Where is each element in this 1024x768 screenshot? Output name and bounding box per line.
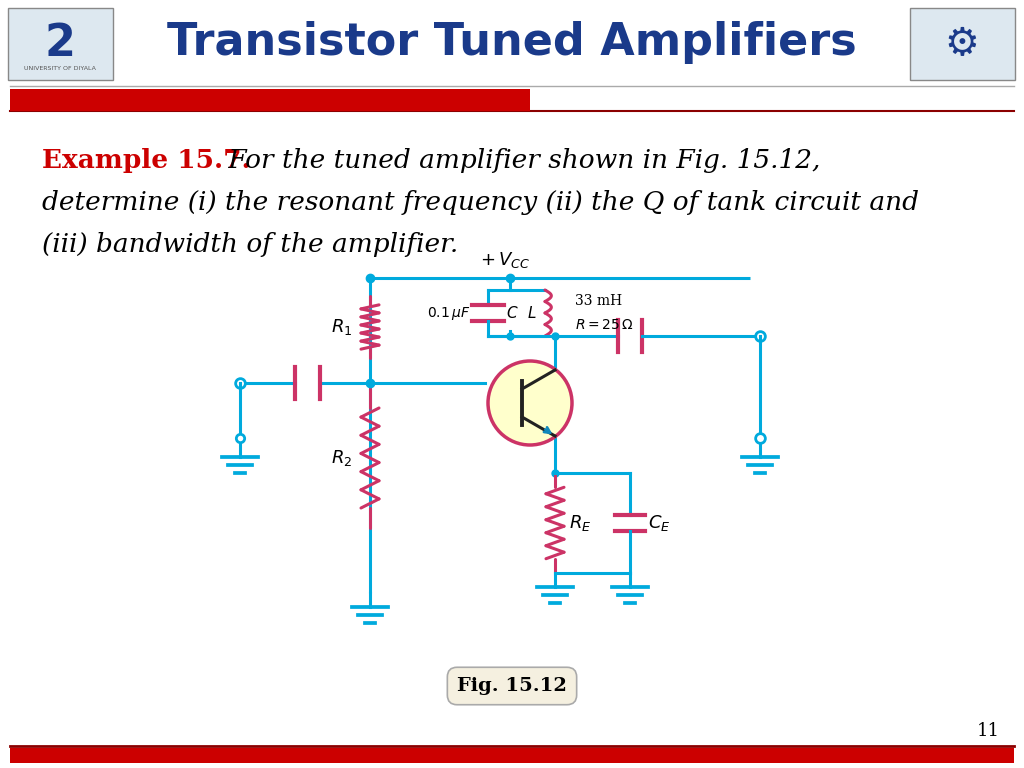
Text: $C$: $C$ xyxy=(506,305,518,321)
Text: $0.1\,\mu F$: $0.1\,\mu F$ xyxy=(427,304,470,322)
Text: (iii) bandwidth of the amplifier.: (iii) bandwidth of the amplifier. xyxy=(42,232,459,257)
Text: $R_E$: $R_E$ xyxy=(569,513,592,533)
Circle shape xyxy=(488,361,572,445)
Text: UNIVERSITY OF DIYALA: UNIVERSITY OF DIYALA xyxy=(24,65,96,71)
Text: $R_1$: $R_1$ xyxy=(331,317,352,337)
Text: 11: 11 xyxy=(977,722,1000,740)
Bar xyxy=(10,748,1014,763)
Text: determine (i) the resonant frequency (ii) the Q of tank circuit and: determine (i) the resonant frequency (ii… xyxy=(42,190,919,215)
FancyBboxPatch shape xyxy=(910,8,1015,80)
FancyBboxPatch shape xyxy=(8,8,113,80)
Bar xyxy=(10,89,530,111)
Text: Fig. 15.12: Fig. 15.12 xyxy=(457,677,567,695)
Text: $R_2$: $R_2$ xyxy=(331,448,352,468)
Text: 33 mH: 33 mH xyxy=(575,294,623,308)
Text: $R = 25\,\Omega$: $R = 25\,\Omega$ xyxy=(575,318,634,332)
Text: ⚙: ⚙ xyxy=(944,25,979,63)
Text: Transistor Tuned Amplifiers: Transistor Tuned Amplifiers xyxy=(167,21,857,64)
Text: $L$: $L$ xyxy=(527,305,537,321)
Text: 2: 2 xyxy=(44,22,76,65)
Text: For the tuned amplifier shown in Fig. 15.12,: For the tuned amplifier shown in Fig. 15… xyxy=(220,148,820,173)
Text: $+\,V_{CC}$: $+\,V_{CC}$ xyxy=(480,250,530,270)
Text: Example 15.7.: Example 15.7. xyxy=(42,148,251,173)
Text: $C_E$: $C_E$ xyxy=(648,513,671,533)
